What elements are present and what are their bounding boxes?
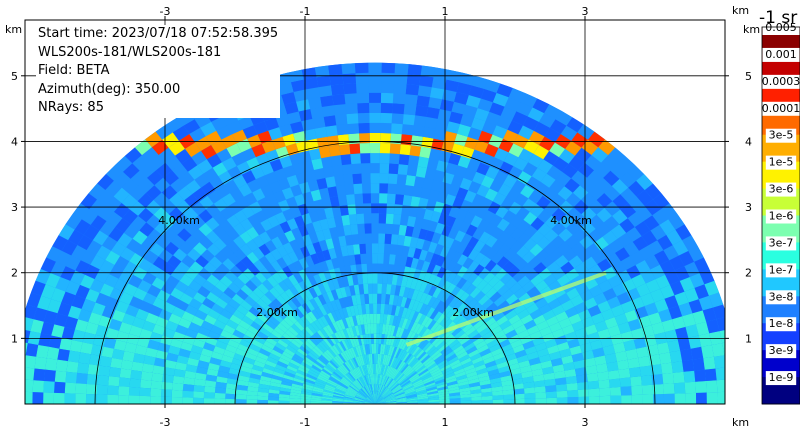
scan-data bbox=[25, 62, 725, 404]
colorbar-label: 1e-9 bbox=[769, 371, 794, 384]
x-tick-label-bottom: -3 bbox=[160, 416, 171, 429]
colorbar-label: 3e-5 bbox=[769, 129, 794, 142]
colorbar-label-bg bbox=[765, 155, 797, 170]
y-tick-label-right: 1 bbox=[745, 332, 752, 345]
x-tick-label-top: 3 bbox=[582, 5, 589, 18]
colorbar-label: 3e-8 bbox=[769, 290, 794, 303]
y-tick-label-left: 3 bbox=[11, 201, 18, 214]
range-ring-label: 4.00km bbox=[550, 214, 592, 227]
colorbar-label-bg bbox=[765, 317, 797, 332]
tick-labels: -3 -3 -1 -1 1 1 3 3 1 1 2 2 3 3 4 4 5 5 km km km km bbox=[5, 4, 760, 429]
y-tick-label-left: 1 bbox=[11, 332, 18, 345]
colorbar-label: 1e-8 bbox=[769, 317, 794, 330]
x-tick-label-top: -1 bbox=[300, 5, 311, 18]
colorbar-label: 1e-5 bbox=[769, 156, 794, 169]
y-unit-right: km bbox=[743, 23, 760, 36]
colorbar-label: 3e-7 bbox=[769, 236, 794, 249]
colorbar-label-bg bbox=[765, 128, 797, 143]
y-tick-label-left: 4 bbox=[11, 135, 18, 148]
colorbar-label-bg bbox=[765, 209, 797, 224]
colorbar-label-bg bbox=[765, 236, 797, 251]
x-tick-label-top: -3 bbox=[160, 5, 171, 18]
colorbar-label: 0.0001 bbox=[762, 102, 800, 115]
colorbar: 0.005 0.001 0.0003 0.0001 3e-5 1e-5 3e-6 1e-6 3e… bbox=[759, 21, 800, 405]
scan-info-box: Start time: 2023/07/18 07:52:58.395 WLS2… bbox=[36, 25, 281, 118]
colorbar-frame bbox=[761, 26, 800, 405]
x-tick-label-bottom: 1 bbox=[442, 416, 449, 429]
colorbar-label-bg bbox=[759, 74, 800, 89]
colorbar-label-bg bbox=[765, 263, 797, 278]
colorbar-label: 3e-9 bbox=[769, 344, 794, 357]
colorbar-label: 0.005 bbox=[765, 21, 797, 34]
colorbar-label: 1e-7 bbox=[769, 263, 794, 276]
x-tick-label-bottom: -1 bbox=[300, 416, 311, 429]
colorbar-label-bg bbox=[762, 21, 800, 35]
colorbar-label: 1e-6 bbox=[769, 210, 794, 223]
x-unit-top: km bbox=[732, 4, 749, 17]
info-instrument: WLS200s-181/WLS200s-181 bbox=[38, 44, 222, 60]
colorbar-label: 3e-6 bbox=[769, 183, 794, 196]
x-tick-label-top: 1 bbox=[442, 5, 449, 18]
info-nrays: NRays: 85 bbox=[38, 100, 104, 115]
y-tick-label-right: 2 bbox=[745, 267, 752, 280]
x-unit-bottom: km bbox=[732, 416, 749, 429]
info-field: Field: BETA bbox=[38, 63, 110, 78]
y-tick-label-right: 4 bbox=[745, 135, 752, 148]
scan-cells bbox=[25, 62, 725, 404]
colorbar-label: 0.001 bbox=[765, 48, 797, 61]
y-tick-label-left: 2 bbox=[11, 267, 18, 280]
colorbar-label: 0.0003 bbox=[762, 75, 800, 88]
aerosol-streak bbox=[405, 270, 607, 347]
info-start-time: Start time: 2023/07/18 07:52:58.395 bbox=[38, 26, 279, 41]
colorbar-label-bg bbox=[765, 371, 797, 386]
axes-frame bbox=[24, 19, 726, 405]
y-tick-label-right: 3 bbox=[745, 201, 752, 214]
x-tick-label-bottom: 3 bbox=[582, 416, 589, 429]
colorbar-label-bg bbox=[765, 290, 797, 305]
range-ring-label: 4.00km bbox=[158, 214, 200, 227]
colorbar-title: -1 sr bbox=[759, 8, 798, 28]
range-ring-label: 2.00km bbox=[452, 306, 494, 319]
y-tick-label-left: 5 bbox=[11, 70, 18, 83]
range-ring-label: 2.00km bbox=[256, 306, 298, 319]
colorbar-label-bg bbox=[759, 101, 800, 116]
colorbar-label-bg bbox=[762, 47, 800, 62]
y-tick-label-right: 5 bbox=[745, 70, 752, 83]
colorbar-label-bg bbox=[765, 344, 797, 359]
y-unit-left: km bbox=[5, 23, 22, 36]
colorbar-label-bg bbox=[765, 182, 797, 197]
info-azimuth: Azimuth(deg): 350.00 bbox=[38, 81, 181, 97]
